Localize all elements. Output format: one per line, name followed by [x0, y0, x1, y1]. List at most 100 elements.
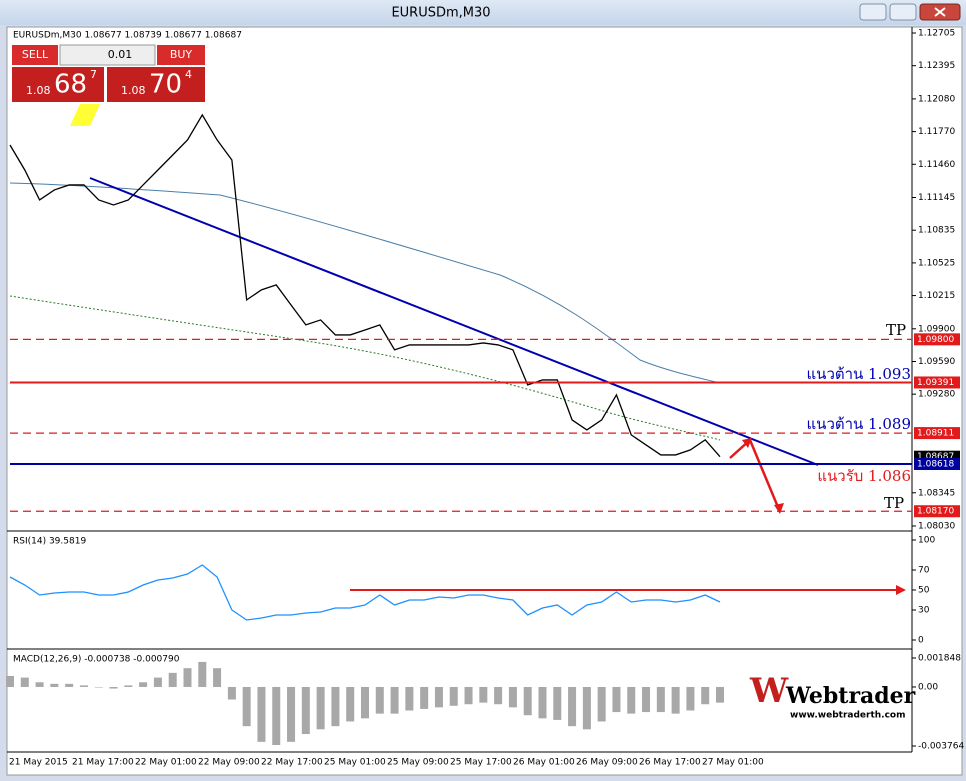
- sell-price-box[interactable]: [12, 67, 104, 102]
- x-tick-label: 21 May 17:00: [72, 758, 134, 768]
- y-tick-label: 0.001848: [918, 654, 961, 664]
- price-label-box: [914, 457, 960, 470]
- sell-button[interactable]: [12, 45, 58, 65]
- histogram-bar: [301, 686, 310, 735]
- histogram-bar: [686, 686, 695, 711]
- histogram-bar: [272, 686, 281, 745]
- x-tick-label: 26 May 09:00: [576, 758, 638, 768]
- y-tick-label: 70: [918, 566, 930, 576]
- y-tick-label: 1.08030: [918, 522, 955, 532]
- histogram-bar: [449, 686, 458, 706]
- trend-line: [89, 177, 819, 466]
- histogram-bar: [257, 686, 266, 742]
- x-tick-label: 27 May 01:00: [702, 758, 764, 768]
- price-label: 1.08687: [917, 452, 954, 462]
- annotation: แนวต้าน 1.093: [807, 365, 911, 383]
- indicator-title: MACD(12,26,9) -0.000738 -0.000790: [13, 655, 180, 665]
- x-tick-label: 26 May 17:00: [639, 758, 701, 768]
- lot-value: 0.01: [108, 48, 133, 61]
- histogram-bar: [494, 686, 503, 705]
- histogram-bar: [701, 686, 710, 705]
- histogram-bar: [538, 686, 547, 719]
- price-line: [9, 564, 721, 621]
- histogram-bar: [65, 683, 74, 687]
- annotation: TP: [886, 321, 906, 339]
- buy-price-big: 1.08: [121, 84, 146, 97]
- moving-average: [9, 295, 721, 441]
- y-tick-label: 1.11145: [918, 193, 955, 203]
- x-tick-label: 22 May 17:00: [261, 758, 323, 768]
- y-tick-label: 1.12080: [918, 94, 955, 104]
- histogram-bar: [198, 661, 207, 687]
- x-tick-label: 25 May 17:00: [450, 758, 512, 768]
- histogram-bar: [139, 682, 148, 687]
- histogram-bar: [168, 672, 177, 687]
- close-icon: [934, 7, 946, 17]
- histogram-bar: [405, 686, 414, 711]
- y-tick-label: 1.12705: [918, 29, 955, 39]
- y-tick-label: 1.10525: [918, 258, 955, 268]
- y-tick-label: 1.10835: [918, 226, 955, 236]
- sell-price-pips: 68: [54, 70, 87, 100]
- logo-url: www.webtraderth.com: [790, 711, 905, 721]
- y-tick-label: 1.11770: [918, 127, 955, 137]
- histogram-bar: [20, 677, 29, 687]
- chart-area: [6, 26, 963, 776]
- histogram-bar: [479, 686, 488, 703]
- sell-price-big: 1.08: [26, 84, 51, 97]
- price-label: 1.08911: [917, 429, 954, 439]
- y-tick-label: 1.08345: [918, 488, 955, 498]
- histogram-bar: [153, 677, 162, 687]
- price-label: 1.08618: [917, 459, 954, 469]
- histogram-bar: [361, 686, 369, 719]
- histogram-bar: [316, 686, 325, 730]
- indicator-title: EURUSDm,M30 1.08677 1.08739 1.08677 1.08…: [13, 31, 242, 41]
- buy-price-box[interactable]: [107, 67, 205, 102]
- histogram-bar: [568, 686, 577, 727]
- histogram-bar: [671, 686, 680, 714]
- maximize-button[interactable]: [889, 3, 917, 21]
- y-tick-label: 1.11460: [918, 160, 955, 170]
- histogram-bar: [227, 686, 236, 700]
- annotation: แนวต้าน 1.089: [807, 415, 911, 433]
- histogram-bar: [124, 685, 133, 687]
- histogram-bar: [656, 686, 665, 713]
- price-line: [9, 113, 721, 458]
- x-tick-label: 22 May 09:00: [198, 758, 260, 768]
- title-bar: [0, 0, 966, 25]
- histogram-bar: [6, 676, 14, 687]
- window-title: EURUSDm,M30: [391, 6, 490, 21]
- x-tick-label: 25 May 09:00: [387, 758, 449, 768]
- price-label-box: [914, 333, 960, 346]
- histogram-bar: [109, 686, 118, 689]
- annotation: แนวรับ 1.086: [817, 467, 911, 485]
- histogram-bar: [346, 686, 355, 722]
- histogram-bar: [523, 686, 532, 716]
- lot-input[interactable]: [59, 44, 156, 66]
- histogram-bar: [434, 686, 443, 708]
- buy-price-pips: 70: [149, 70, 182, 100]
- price-label-box: [914, 505, 960, 518]
- buy-label: BUY: [170, 48, 193, 61]
- y-tick-label: 100: [918, 536, 935, 546]
- moving-average: [9, 182, 721, 384]
- y-tick-label: 1.09900: [918, 324, 955, 334]
- histogram-bar: [464, 686, 473, 705]
- y-tick-label: 1.12395: [918, 61, 955, 71]
- x-tick-label: 26 May 01:00: [513, 758, 575, 768]
- y-tick-label: 50: [918, 586, 930, 596]
- arrow-head: [896, 585, 906, 595]
- histogram-bar: [375, 686, 384, 714]
- buy-button[interactable]: [157, 45, 205, 65]
- minimize-button[interactable]: [859, 3, 887, 21]
- histogram-bar: [213, 668, 222, 687]
- histogram-bar: [612, 686, 621, 713]
- price-label: 1.08170: [917, 507, 954, 517]
- marker: [70, 104, 100, 126]
- y-tick-label: 1.10215: [918, 291, 955, 301]
- y-tick-label: 1.09590: [918, 357, 955, 367]
- y-tick-label: 30: [918, 606, 930, 616]
- histogram-bar: [716, 686, 724, 703]
- logo-initial: W: [749, 671, 789, 711]
- y-tick-label: 0.00: [918, 682, 938, 692]
